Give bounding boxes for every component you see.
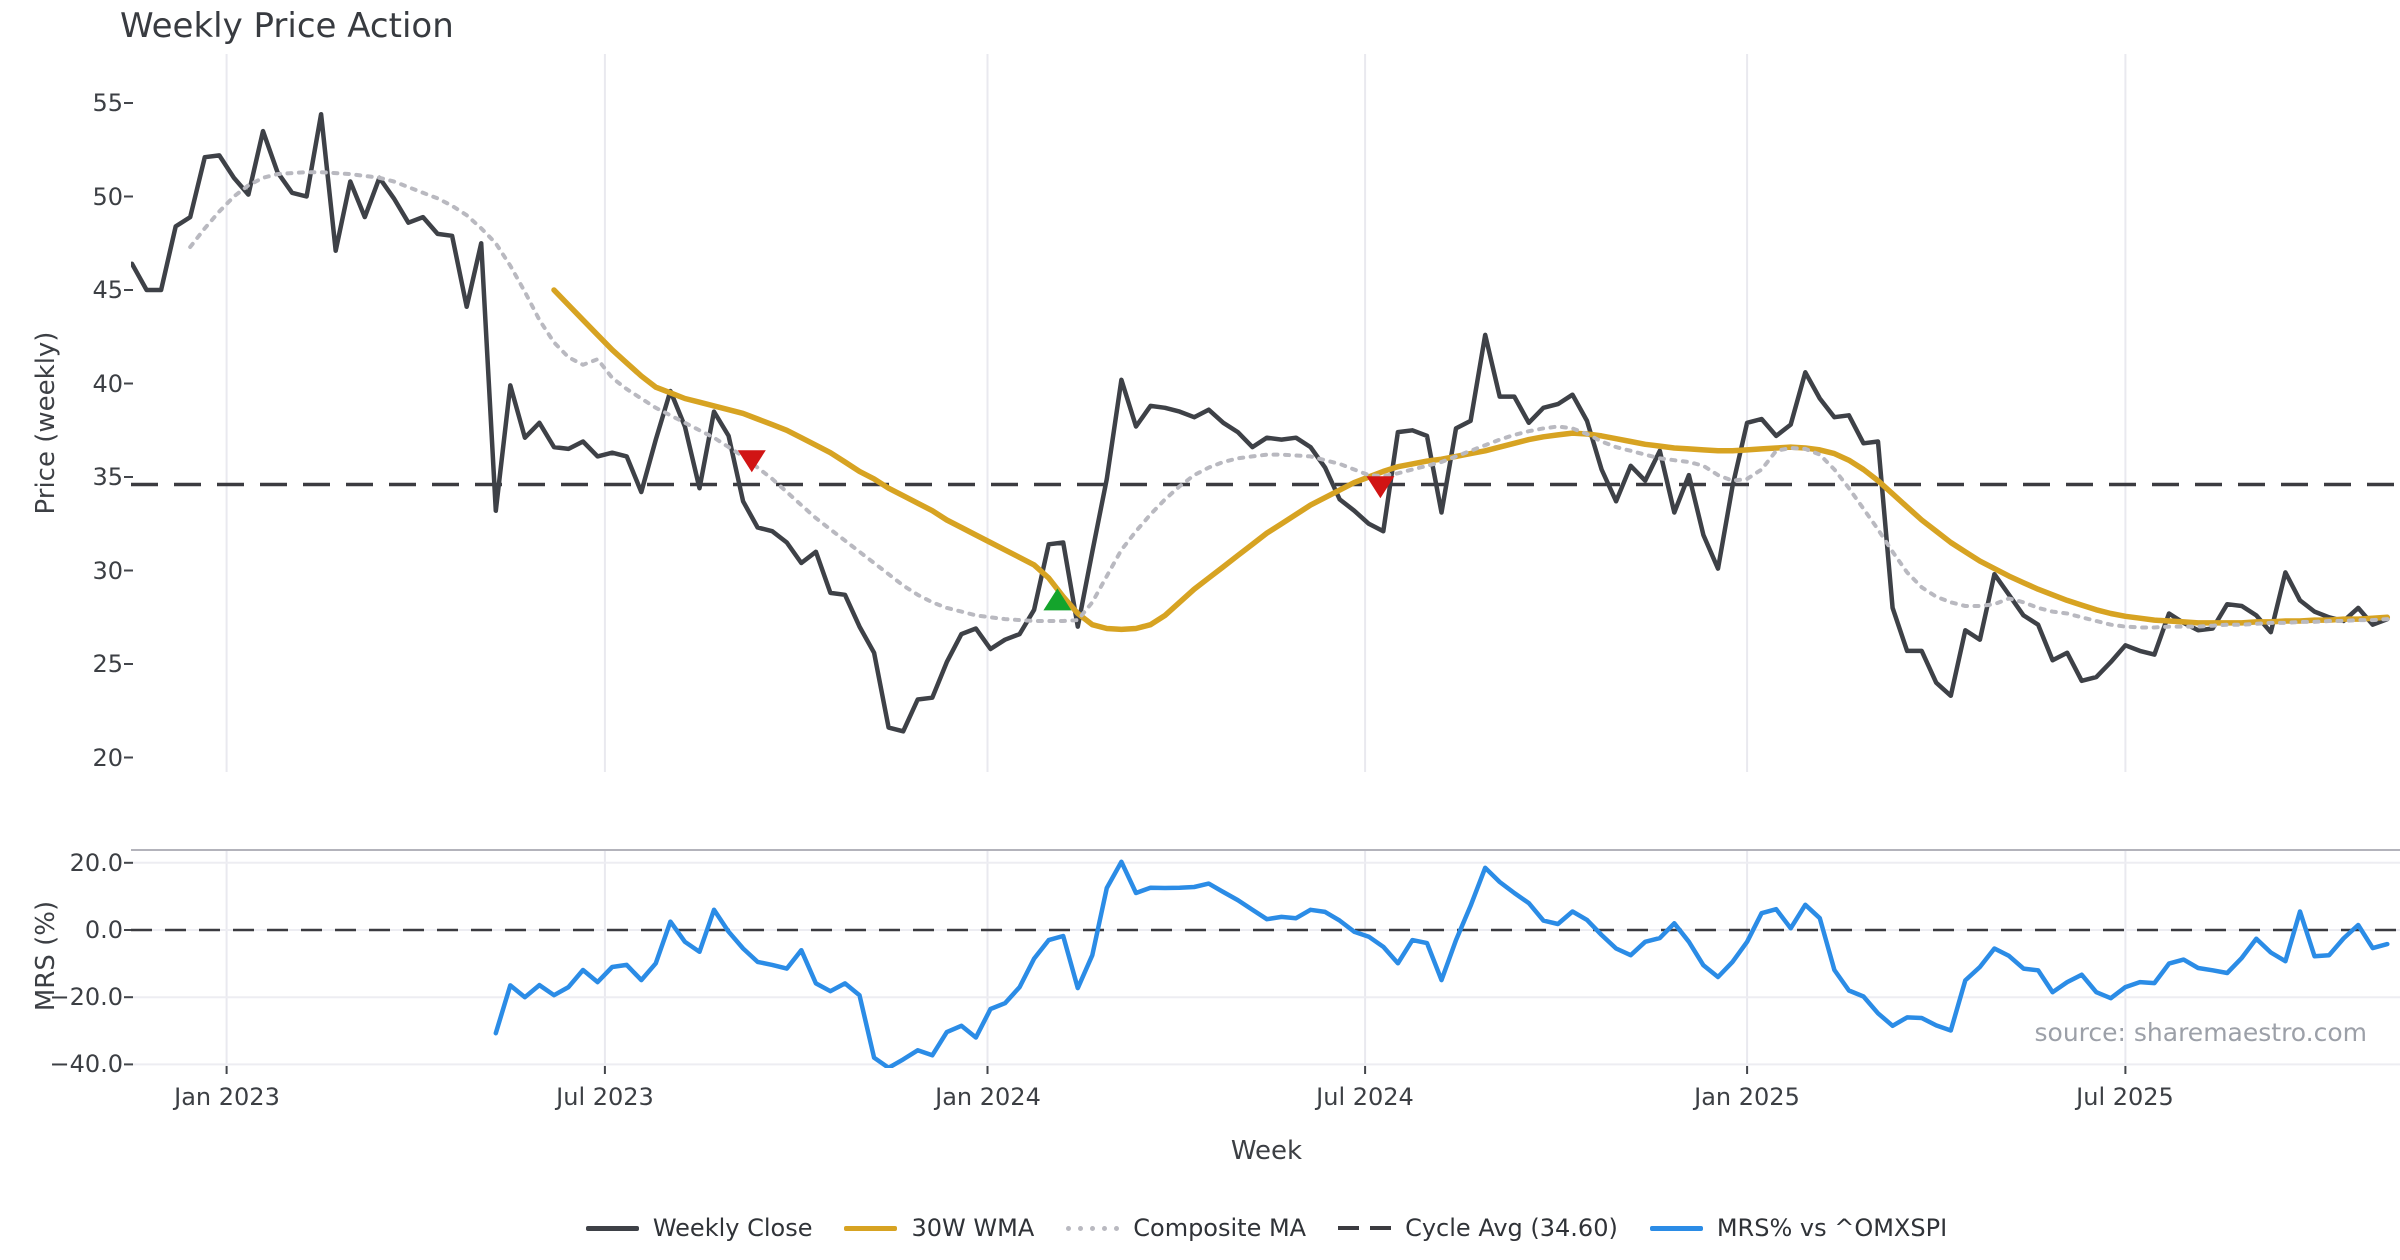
mrs-tick-label: −20.0 [49, 983, 123, 1011]
vertical-gridlines [225, 54, 2127, 1066]
legend-item-cycle: Cycle Avg (34.60) [1338, 1214, 1618, 1242]
mrs-tick-label: 0.0 [84, 916, 123, 944]
x-tick-label: Jan 2024 [935, 1083, 1041, 1111]
source-credit: source: sharemaestro.com [2034, 1018, 2368, 1047]
legend-item-mrs: MRS% vs ^OMXSPI [1649, 1214, 1948, 1242]
legend: Weekly Close 30W WMA Composite MA Cycle Avg… [133, 1205, 2400, 1251]
legend-swatch-cycle [1338, 1225, 1392, 1231]
legend-swatch-wma [844, 1225, 898, 1231]
mrs-tick-label: −40.0 [49, 1050, 123, 1078]
composite-ma-line [188, 170, 2390, 630]
mrs-tick-label: 20.0 [69, 849, 123, 877]
price-axis-label: Price (weekly) [31, 331, 61, 515]
x-tick-label: Jul 2023 [556, 1083, 654, 1111]
buy-marker [1043, 588, 1072, 611]
legend-item-composite: Composite MA [1066, 1214, 1306, 1242]
x-tick-label: Jul 2024 [1316, 1083, 1414, 1111]
legend-label: 30W WMA [911, 1214, 1035, 1242]
mrs-line [493, 859, 2390, 1068]
legend-swatch-composite [1066, 1225, 1120, 1231]
price-tick-label: 55 [92, 89, 123, 117]
price-tick-label: 35 [92, 463, 123, 491]
legend-swatch-close [585, 1225, 639, 1231]
sell-marker [737, 450, 766, 473]
price-tick-label: 50 [92, 183, 123, 211]
legend-label: Weekly Close [652, 1214, 813, 1242]
legend-label: MRS% vs ^OMXSPI [1716, 1214, 1948, 1242]
wma-30w-line [551, 287, 2391, 633]
price-tick-label: 25 [92, 650, 123, 678]
price-tick-label: 20 [92, 744, 123, 772]
x-tick-label: Jan 2025 [1694, 1083, 1800, 1111]
x-axis-label: Week [1230, 1136, 1303, 1166]
legend-label: Composite MA [1133, 1214, 1307, 1242]
weekly-close-line [131, 111, 2390, 734]
sell-marker [1366, 476, 1395, 499]
signal-markers [737, 450, 1395, 611]
chart-title: Weekly Price Action [120, 6, 454, 46]
x-tick-label: Jul 2025 [2076, 1083, 2174, 1111]
legend-label: Cycle Avg (34.60) [1405, 1214, 1618, 1242]
x-tick-label: Jan 2023 [174, 1083, 280, 1111]
price-tick-label: 45 [92, 276, 123, 304]
legend-item-wma: 30W WMA [844, 1214, 1034, 1242]
legend-swatch-mrs [1649, 1225, 1703, 1231]
tick-marks [124, 102, 2127, 1074]
price-tick-label: 30 [92, 557, 123, 585]
legend-item-close: Weekly Close [585, 1214, 813, 1242]
price-tick-label: 40 [92, 370, 123, 398]
